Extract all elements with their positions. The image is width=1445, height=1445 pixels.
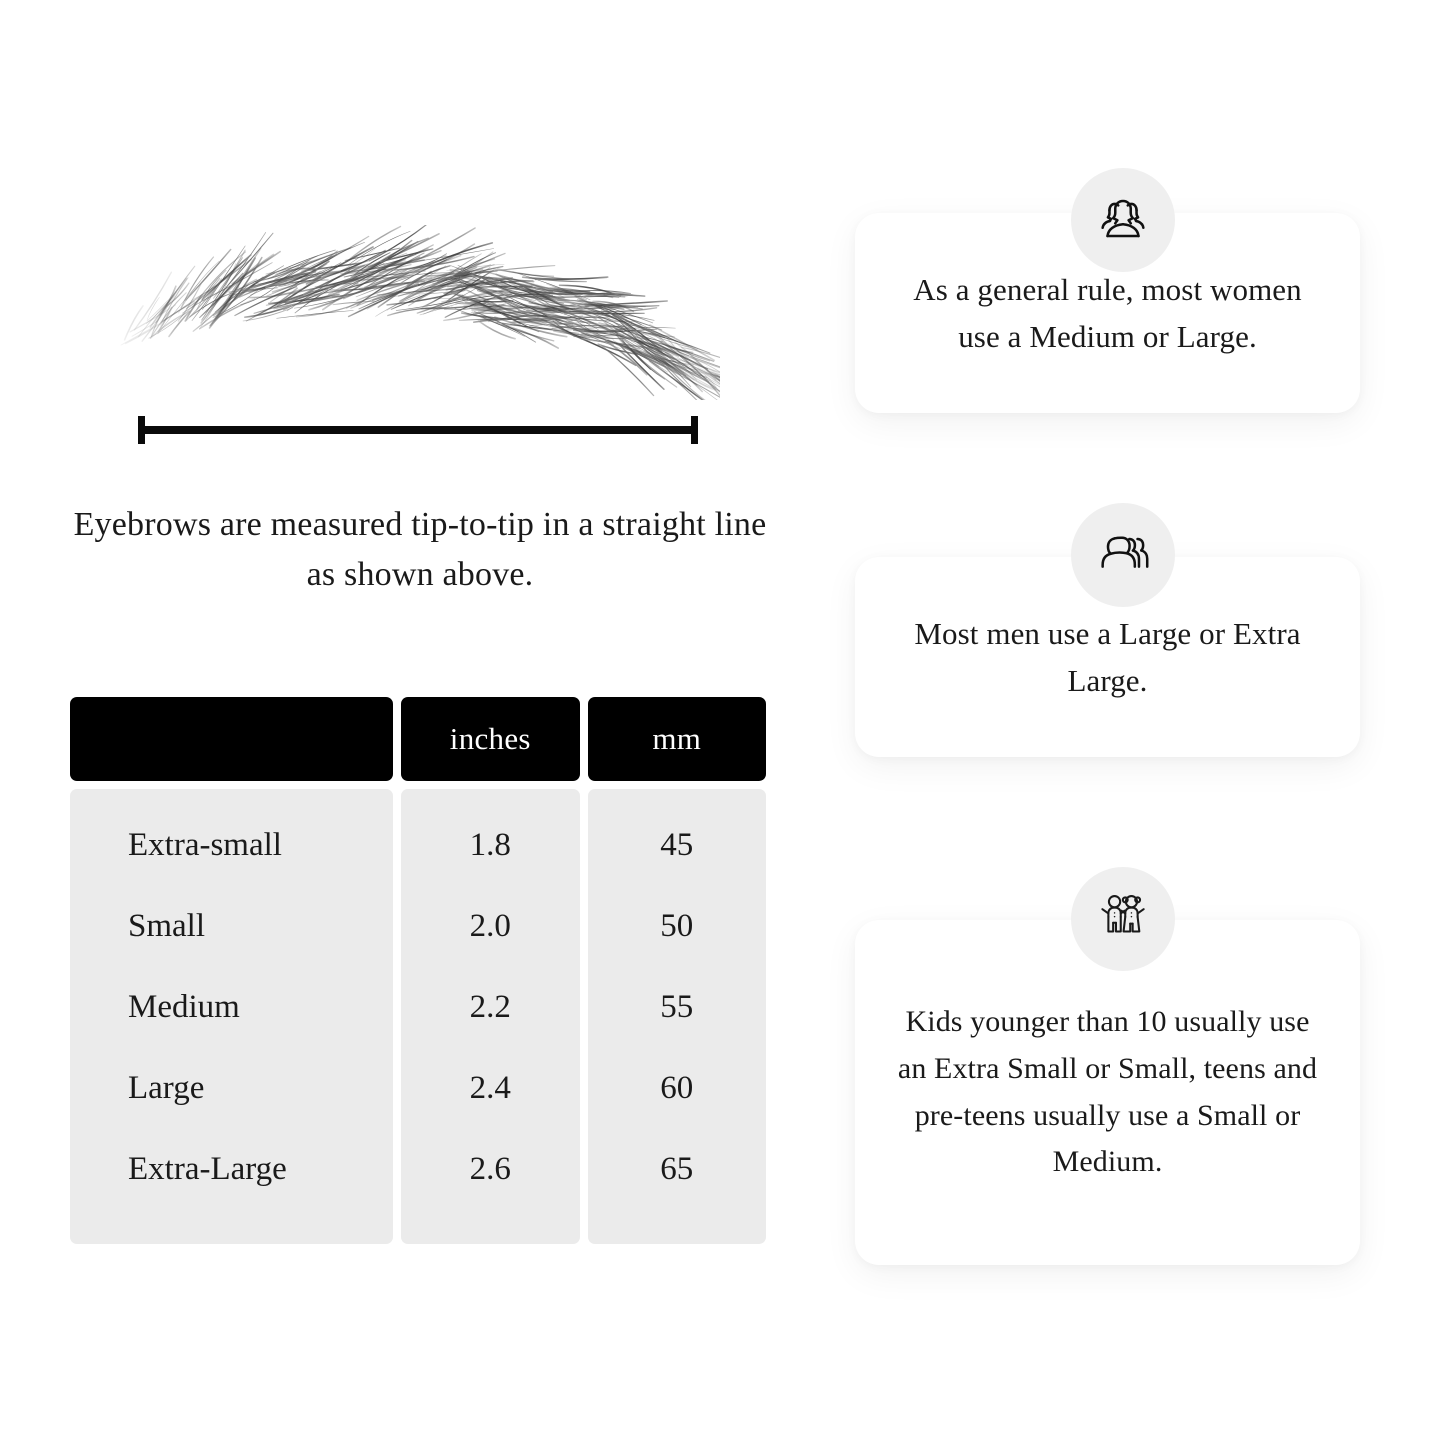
info-card-men-text: Most men use a Large or Extra Large. [914, 615, 1301, 698]
table-cell-inches: 2.6 [469, 1151, 511, 1187]
table-column-size: Extra-small Small Medium Large Extra-Lar… [70, 789, 394, 1244]
info-card-kids: Kids younger than 10 usually use an Extr… [855, 920, 1360, 1265]
women-group-icon [1070, 168, 1175, 272]
table-cell-inches: 2.0 [469, 908, 511, 944]
info-card-kids-text: Kids younger than 10 usually use an Extr… [897, 1004, 1318, 1179]
table-row: Extra-small [128, 827, 282, 863]
table-cell-inches: 2.2 [469, 989, 511, 1025]
table-cell-mm: 65 [660, 1151, 694, 1187]
table-cell-mm: 55 [660, 989, 694, 1025]
table-header-inches: inches [401, 697, 580, 781]
size-table: inches mm Extra-small Small Medium Large… [70, 697, 766, 1244]
right-panel: As a general rule, most women use a Medi… [800, 0, 1445, 1445]
measurement-bar-icon [138, 412, 698, 448]
children-icon [1070, 867, 1175, 971]
eyebrow-hair-illustration [120, 225, 720, 400]
eyebrow-measure-caption: Eyebrows are measured tip-to-tip in a st… [73, 506, 767, 594]
table-body: Extra-small Small Medium Large Extra-Lar… [70, 789, 766, 1244]
table-cell-mm: 50 [660, 908, 694, 944]
table-cell-mm: 60 [660, 1070, 694, 1106]
table-row: Large [128, 1070, 205, 1106]
men-group-icon [1070, 503, 1175, 607]
table-header-mm: mm [587, 697, 766, 781]
table-row: Medium [128, 989, 240, 1025]
table-cell-inches: 1.8 [469, 827, 511, 863]
left-panel: Eyebrows are measured tip-to-tip in a st… [70, 225, 767, 1244]
table-row: Small [128, 908, 206, 944]
info-card-men: Most men use a Large or Extra Large. [855, 557, 1360, 757]
table-header-row: inches mm [70, 697, 766, 781]
table-cell-inches: 2.4 [469, 1070, 511, 1106]
table-row: Extra-Large [128, 1151, 287, 1187]
table-header-size [70, 697, 394, 781]
table-column-inches: 1.8 2.0 2.2 2.4 2.6 [401, 789, 580, 1244]
info-card-women-text: As a general rule, most women use a Medi… [913, 271, 1302, 354]
table-column-mm: 45 50 55 60 65 [587, 789, 766, 1244]
table-cell-mm: 45 [660, 827, 694, 863]
